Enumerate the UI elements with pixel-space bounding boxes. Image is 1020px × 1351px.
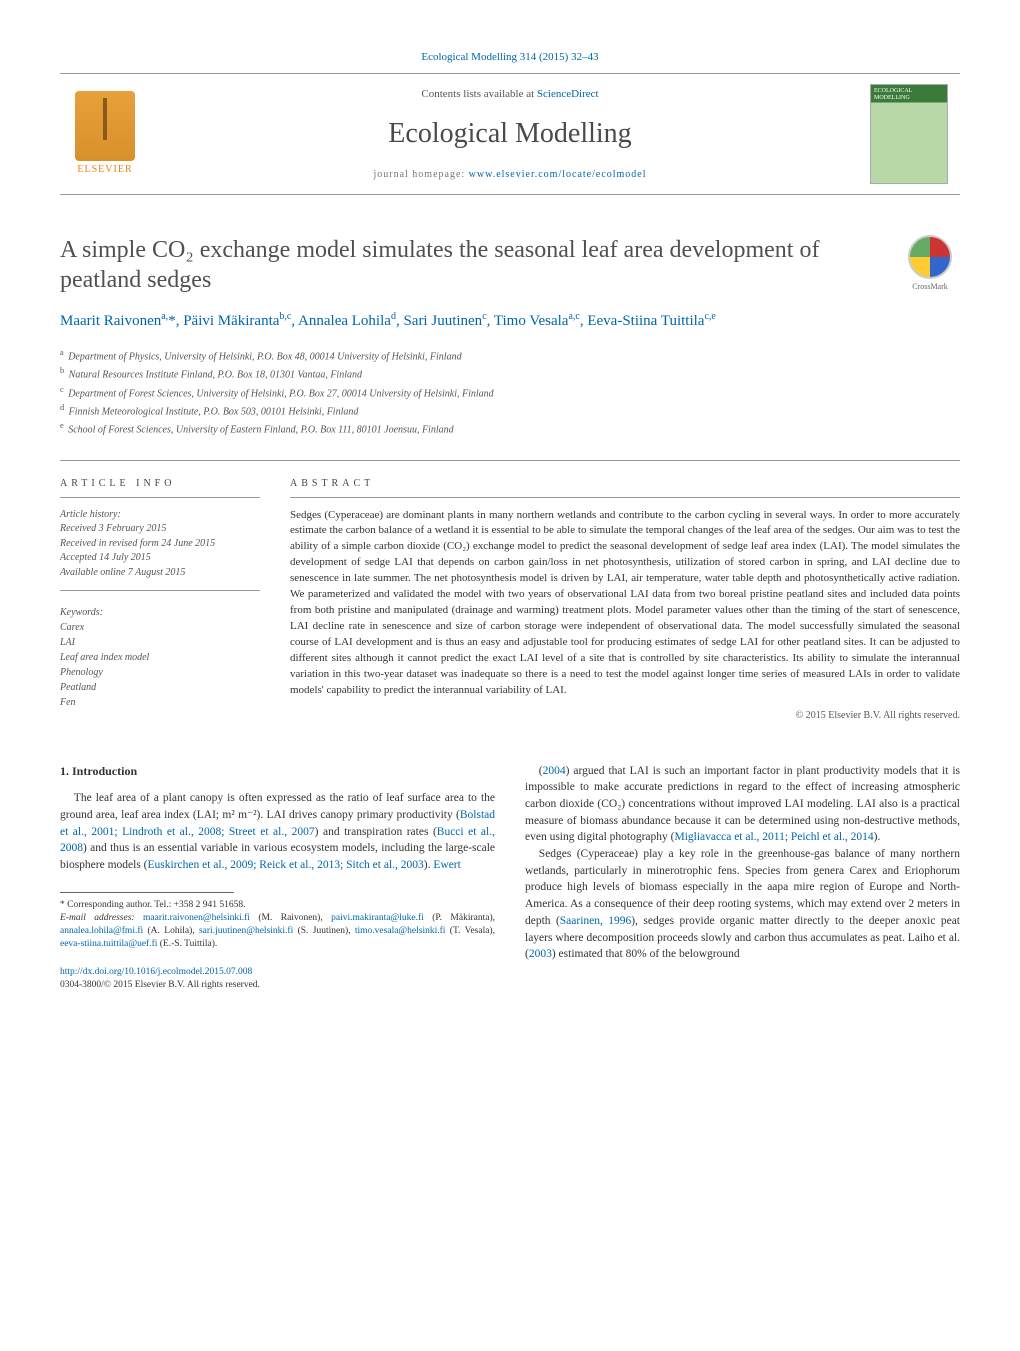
author-email[interactable]: eeva-stiina.tuittila@uef.fi <box>60 939 157 949</box>
history-label: Article history: <box>60 508 260 523</box>
footnote-rule <box>60 892 234 893</box>
section-1-heading: 1. Introduction <box>60 763 495 780</box>
article-info-heading: ARTICLE INFO <box>60 477 260 498</box>
intro-para-1: The leaf area of a plant canopy is often… <box>60 790 495 873</box>
body-column-left: 1. Introduction The leaf area of a plant… <box>60 763 495 993</box>
crossmark-icon <box>908 235 952 279</box>
keyword: Leaf area index model <box>60 652 149 663</box>
affiliation-d: d Finnish Meteorological Institute, P.O.… <box>60 402 960 419</box>
email-addresses: E-mail addresses: maarit.raivonen@helsin… <box>60 912 495 952</box>
crossmark-label: CrossMark <box>900 281 960 292</box>
intro-para-1-cont: (2004) argued that LAI is such an import… <box>525 763 960 846</box>
contents-available-line: Contents lists available at ScienceDirec… <box>150 87 870 102</box>
keyword: Phenology <box>60 667 103 678</box>
author-email[interactable]: maarit.raivonen@helsinki.fi <box>143 913 250 923</box>
keywords-block: Keywords: Carex LAI Leaf area index model P… <box>60 605 260 710</box>
affiliations: a Department of Physics, University of H… <box>60 347 960 438</box>
doi-block: http://dx.doi.org/10.1016/j.ecolmodel.20… <box>60 966 495 994</box>
journal-homepage-link[interactable]: www.elsevier.com/locate/ecolmodel <box>469 169 647 180</box>
issn-copyright: 0304-3800/© 2015 Elsevier B.V. All right… <box>60 980 260 990</box>
keyword: Peatland <box>60 682 96 693</box>
affiliation-e: e School of Forest Sciences, University … <box>60 420 960 437</box>
doi-link[interactable]: http://dx.doi.org/10.1016/j.ecolmodel.20… <box>60 967 252 977</box>
intro-para-2: Sedges (Cyperaceae) play a key role in t… <box>525 846 960 963</box>
history-item: Accepted 14 July 2015 <box>60 552 151 563</box>
journal-cover-thumbnail <box>870 84 948 184</box>
keyword: LAI <box>60 637 75 648</box>
history-item: Available online 7 August 2015 <box>60 567 185 578</box>
author-email[interactable]: paivi.makiranta@luke.fi <box>331 913 424 923</box>
publisher-label: ELSEVIER <box>60 163 150 177</box>
journal-homepage-line: journal homepage: www.elsevier.com/locat… <box>150 168 870 182</box>
journal-citation[interactable]: Ecological Modelling 314 (2015) 32–43 <box>60 50 960 65</box>
author-list: Maarit Raivonena,*, Päivi Mäkirantab,c, … <box>60 309 960 333</box>
history-item: Received in revised form 24 June 2015 <box>60 538 215 549</box>
history-item: Received 3 February 2015 <box>60 523 166 534</box>
abstract-text: Sedges (Cyperaceae) are dominant plants … <box>290 508 960 699</box>
author-email[interactable]: sari.juutinen@helsinki.fi <box>199 926 293 936</box>
publisher-logo-block: ELSEVIER <box>60 91 150 177</box>
elsevier-tree-icon <box>75 91 135 161</box>
keyword: Fen <box>60 697 76 708</box>
author-email[interactable]: timo.vesala@helsinki.fi <box>355 926 446 936</box>
abstract-heading: ABSTRACT <box>290 477 960 498</box>
article-title: A simple CO₂ exchange model simulates th… <box>60 235 900 295</box>
affiliation-b: b Natural Resources Institute Finland, P… <box>60 365 960 382</box>
journal-header: ELSEVIER Contents lists available at Sci… <box>60 73 960 195</box>
contents-prefix: Contents lists available at <box>421 88 536 100</box>
crossmark-block[interactable]: CrossMark <box>900 235 960 292</box>
author-email[interactable]: annalea.lohila@fmi.fi <box>60 926 143 936</box>
journal-name: Ecological Modelling <box>150 114 870 153</box>
abstract-copyright: © 2015 Elsevier B.V. All rights reserved… <box>290 709 960 723</box>
body-column-right: (2004) argued that LAI is such an import… <box>525 763 960 993</box>
keyword: Carex <box>60 622 84 633</box>
keywords-label: Keywords: <box>60 605 260 620</box>
affiliation-c: c Department of Forest Sciences, Univers… <box>60 384 960 401</box>
homepage-prefix: journal homepage: <box>373 169 468 180</box>
sciencedirect-link[interactable]: ScienceDirect <box>537 88 599 100</box>
affiliation-a: a Department of Physics, University of H… <box>60 347 960 364</box>
footnotes: * Corresponding author. Tel.: +358 2 941… <box>60 899 495 952</box>
article-history: Article history: Received 3 February 201… <box>60 508 260 592</box>
corresponding-author: * Corresponding author. Tel.: +358 2 941… <box>60 899 495 912</box>
